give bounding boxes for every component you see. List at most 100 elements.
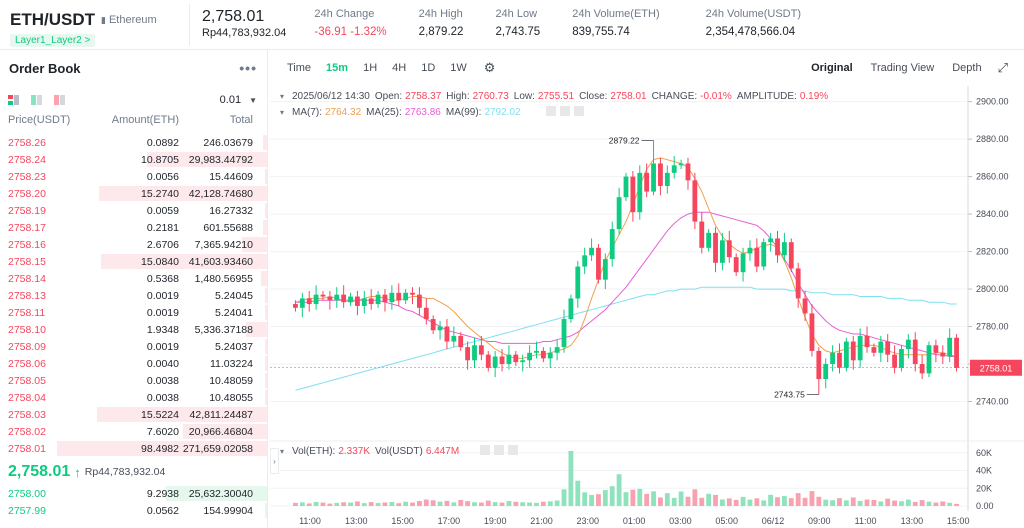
collapse-icon[interactable]: ▾ (280, 108, 284, 117)
depth-bar (101, 254, 267, 269)
timeframe-15m[interactable]: 15m (326, 62, 349, 74)
row-amount: 15.2740 (141, 187, 179, 200)
candle-body (492, 356, 498, 368)
order-book-row[interactable]: 2758.10 1.9348 5,336.37188 (0, 321, 267, 338)
last-price: 2,758.01 (202, 8, 265, 25)
order-book-row[interactable]: 2758.04 0.0038 10.48055 (0, 389, 267, 406)
collapse-icon[interactable]: ▾ (280, 92, 284, 101)
timeframe-4h[interactable]: 4H (392, 62, 407, 74)
order-book-row[interactable]: 2758.16 2.6706 7,365.94210 (0, 236, 267, 253)
order-book-row[interactable]: 2758.14 0.5368 1,480.56955 (0, 270, 267, 287)
chevron-down-icon: ▼ (249, 95, 257, 105)
order-book-row[interactable]: 2758.02 7.6020 20,966.46804 (0, 423, 267, 440)
collapse-icon[interactable]: ▾ (280, 447, 284, 456)
volume-bar (871, 499, 877, 506)
expand-icon[interactable]: ⤢ (997, 60, 1008, 75)
precision-select[interactable]: 0.01 ▼ (220, 94, 257, 106)
settings-icon[interactable]: ⚙ (483, 60, 496, 75)
row-total: 5.24045 (215, 289, 253, 302)
settings-icon[interactable] (560, 106, 570, 116)
eye-icon[interactable] (480, 445, 490, 455)
category-tag[interactable]: Layer1_Layer2 > (10, 34, 96, 47)
view-trading-view[interactable]: Trading View (870, 62, 935, 74)
candle-body (465, 347, 471, 361)
row-price: 2758.26 (8, 136, 46, 149)
volume-bar (788, 498, 794, 506)
pair-block[interactable]: ETH/USDT ▮ Ethereum Layer1_Layer2 > (0, 4, 190, 47)
row-total: 10.48055 (209, 391, 253, 404)
volume-bar (864, 499, 870, 506)
timeframe-time[interactable]: Time (287, 62, 312, 74)
stat-value: 839,755.74 (572, 26, 630, 38)
close-icon[interactable] (508, 445, 518, 455)
row-price: 2758.24 (8, 153, 46, 166)
row-amount: 0.5368 (146, 272, 179, 285)
row-amount: 98.4982 (141, 442, 179, 455)
close-value: 2758.01 (610, 91, 647, 102)
candle-body (293, 304, 298, 308)
candle-body (671, 165, 677, 173)
view-original[interactable]: Original (811, 62, 853, 74)
order-book-row[interactable]: 2758.15 15.0840 41,603.93460 (0, 253, 267, 270)
volume-bar (905, 499, 911, 506)
volume-bar (568, 451, 574, 506)
volume-bar (403, 501, 409, 506)
candle-body (857, 335, 863, 361)
volume-bar (485, 500, 491, 506)
candle-body (699, 221, 705, 248)
order-book-row[interactable]: 2758.06 0.0040 11.03224 (0, 355, 267, 372)
candle-body (458, 335, 464, 348)
order-book-row[interactable]: 2758.13 0.0019 5.24045 (0, 287, 267, 304)
volume-bar (644, 493, 650, 506)
ma25-value: 2763.86 (405, 107, 442, 118)
kline-chart[interactable]: 2900.00 2880.00 2860.00 2840.00 2820.00 2800.… (270, 86, 1024, 528)
timeframe-1w[interactable]: 1W (450, 62, 467, 74)
row-total: 154.99904 (203, 504, 253, 517)
order-book-row[interactable]: 2758.20 15.2740 42,128.74680 (0, 185, 267, 202)
order-book-row[interactable]: 2758.26 0.0892 246.03679 (0, 134, 267, 151)
row-amount: 0.0892 (146, 136, 179, 149)
y-tick-label: 2860.00 (976, 172, 1009, 182)
last-price-local: Rp44,783,932.04 (202, 27, 287, 39)
volume-bar (947, 502, 953, 506)
vol-eth-label: Vol(ETH): (292, 446, 335, 457)
order-book-row[interactable]: 2758.24 10.8705 29,983.44792 (0, 151, 267, 168)
close-icon[interactable] (574, 106, 584, 116)
order-book-panel: Order Book ••• 0.01 ▼ Price(USDT) Amount… (0, 50, 268, 528)
order-book-row[interactable]: 2758.03 15.5224 42,811.24487 (0, 406, 267, 423)
volume-bar (478, 502, 484, 506)
order-book-row[interactable]: 2758.11 0.0019 5.24041 (0, 304, 267, 321)
candle-body (382, 294, 388, 303)
col-amount: Amount(ETH) (111, 114, 179, 126)
settings-icon[interactable] (494, 445, 504, 455)
view-both-icon[interactable] (8, 95, 19, 105)
volume-bar (940, 501, 946, 506)
order-book-row[interactable]: 2758.01 98.4982 271,659.02058 (0, 440, 267, 457)
order-book-row[interactable]: 2758.17 0.2181 601.55688 (0, 219, 267, 236)
stat-label: 24h Low (495, 8, 538, 20)
more-icon[interactable]: ••• (239, 60, 257, 76)
timeframe-1d[interactable]: 1D (421, 62, 436, 74)
order-book-row[interactable]: 2757.99 0.0562 154.99904 (0, 502, 267, 519)
eye-icon[interactable] (546, 106, 556, 116)
view-bids-icon[interactable] (31, 95, 42, 105)
depth-bar (264, 203, 267, 218)
candle-body (885, 341, 891, 355)
view-depth[interactable]: Depth (952, 62, 982, 74)
volume-bar (664, 493, 670, 506)
x-tick-label: 11:00 (855, 516, 877, 526)
volume-bar (554, 500, 560, 506)
order-book-row[interactable]: 2758.23 0.0056 15.44609 (0, 168, 267, 185)
order-book-row[interactable]: 2758.09 0.0019 5.24037 (0, 338, 267, 355)
timeframe-1h[interactable]: 1H (363, 62, 378, 74)
order-book-row[interactable]: 2758.00 9.2938 25,632.30040 (0, 485, 267, 502)
change-label: CHANGE: (652, 91, 698, 102)
asks-list: 2758.26 0.0892 246.03679 2758.24 10.8705 29,9… (0, 134, 267, 457)
volume-bar (609, 486, 615, 506)
row-amount: 9.2938 (146, 487, 179, 500)
expand-panel-icon[interactable]: › (270, 448, 279, 474)
view-asks-icon[interactable] (54, 95, 65, 105)
order-book-row[interactable]: 2758.19 0.0059 16.27332 (0, 202, 267, 219)
candle-body (802, 298, 808, 314)
order-book-row[interactable]: 2758.05 0.0038 10.48059 (0, 372, 267, 389)
